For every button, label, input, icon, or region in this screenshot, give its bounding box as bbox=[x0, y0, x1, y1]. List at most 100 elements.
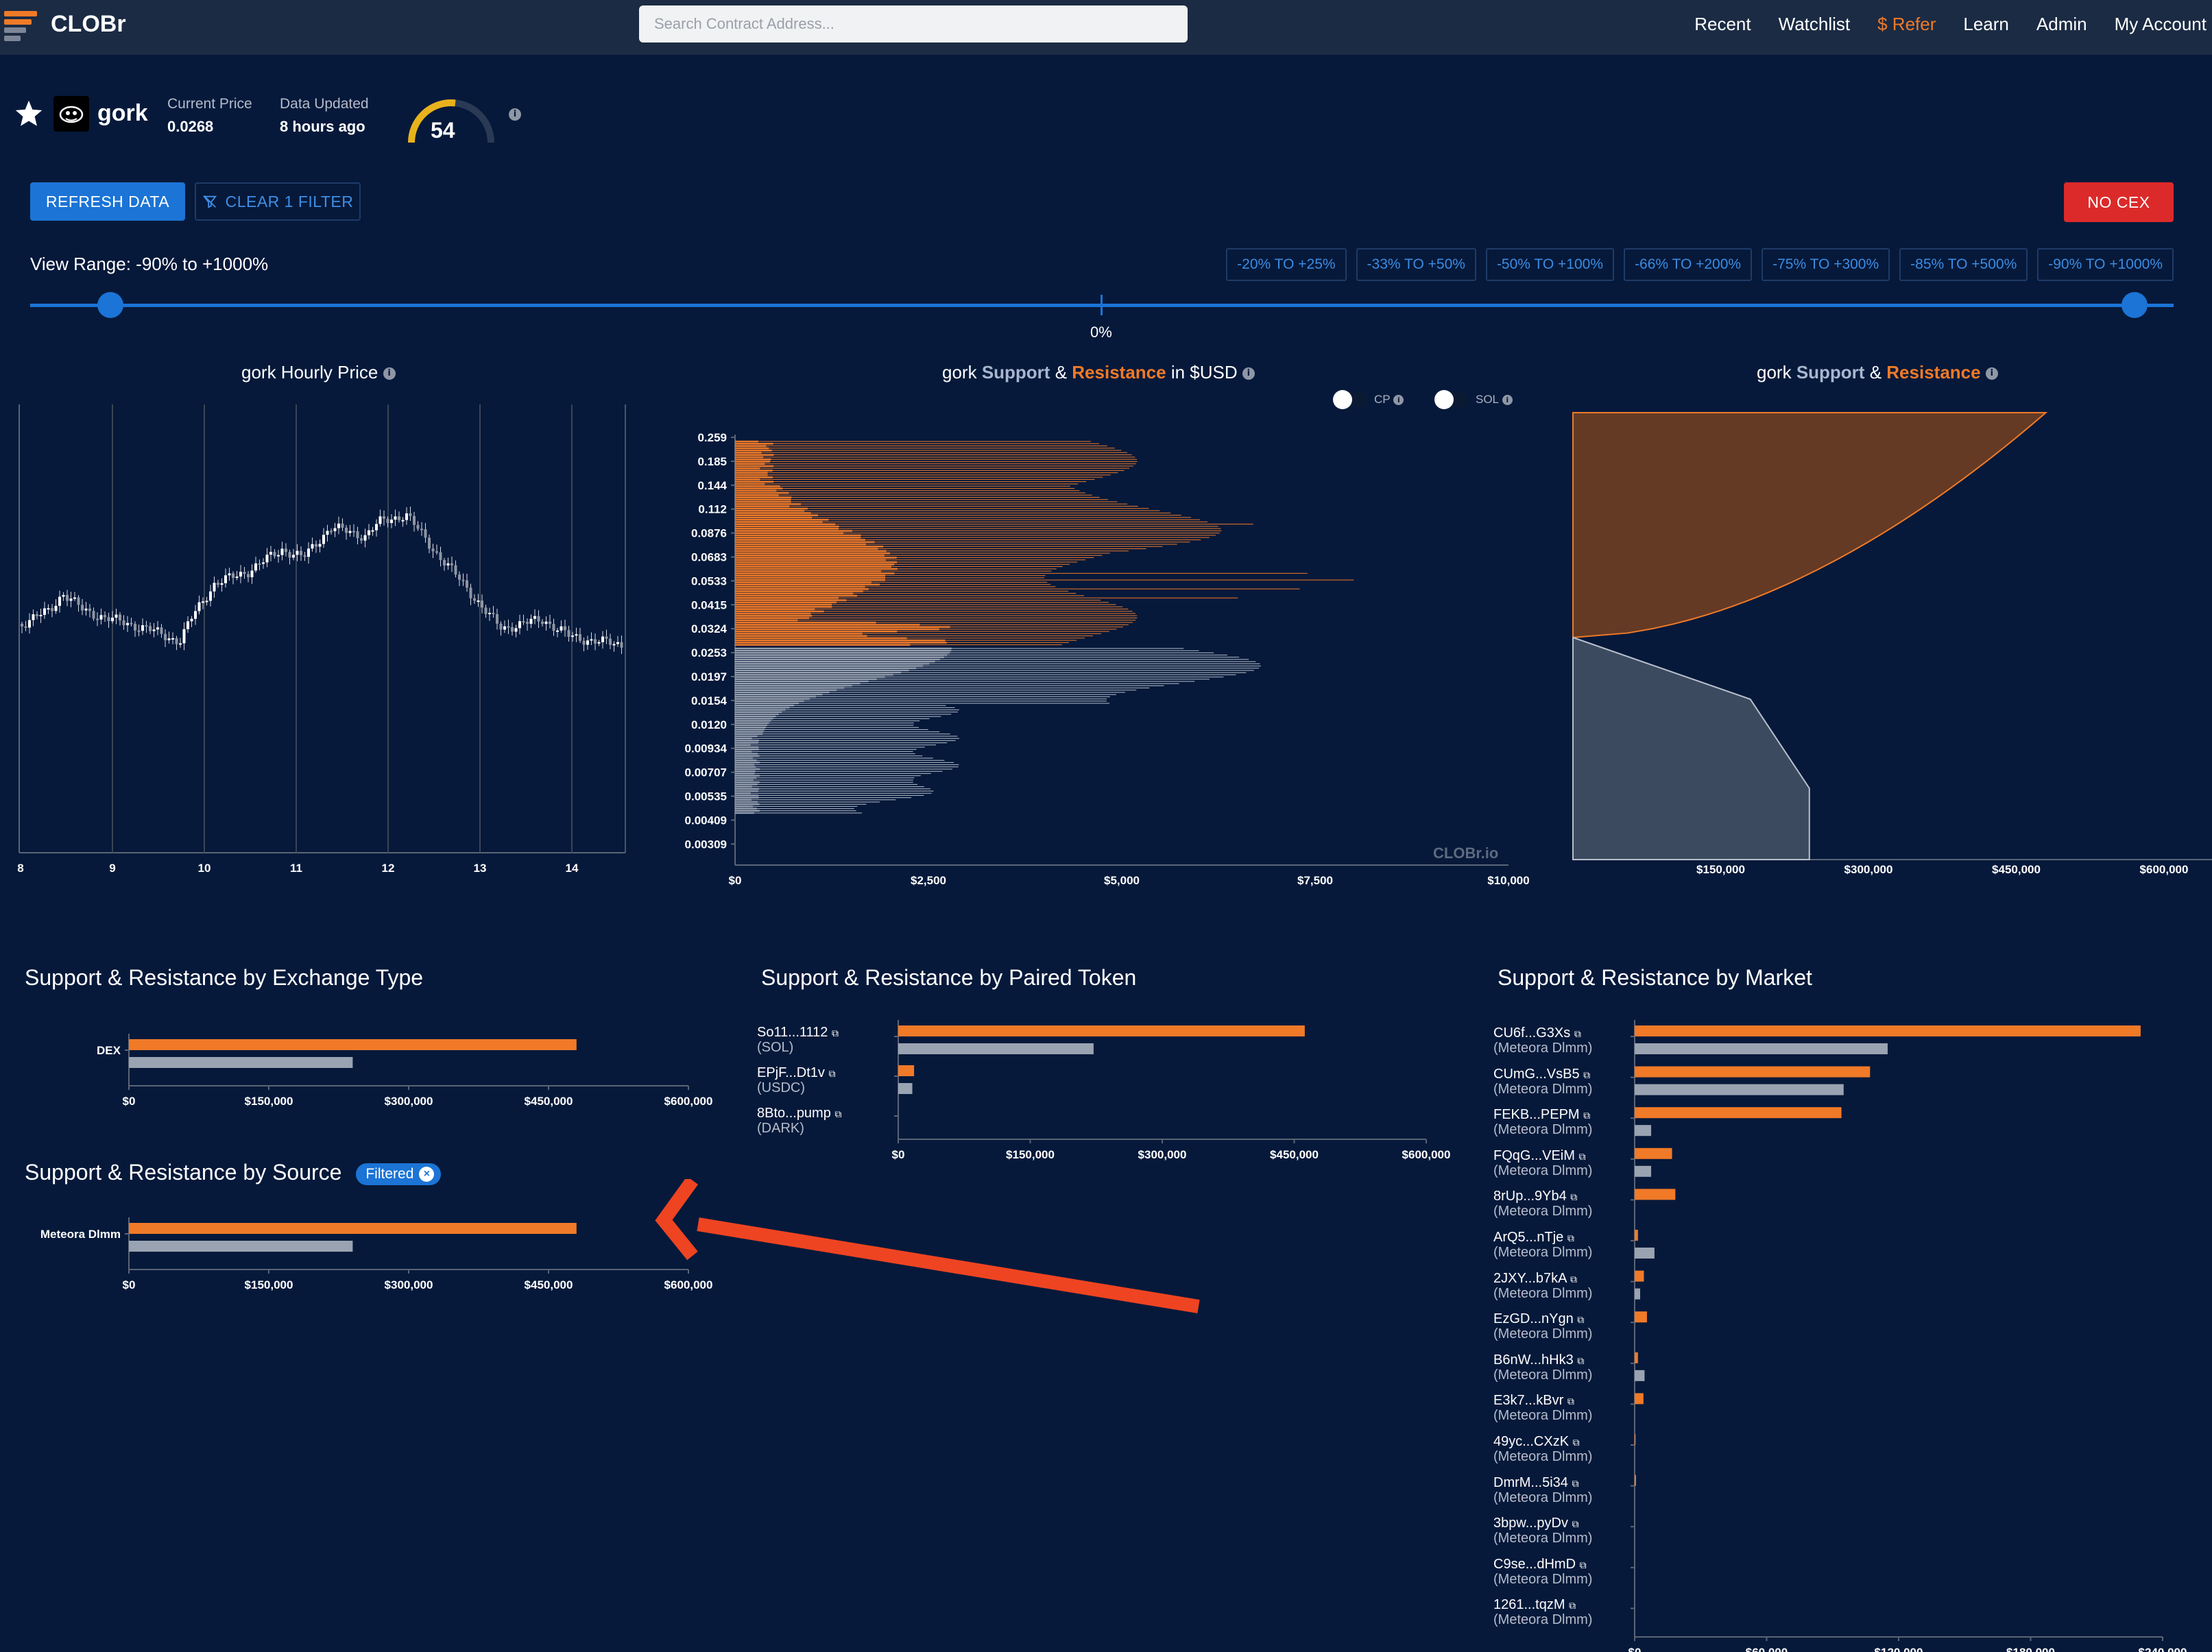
price-candle bbox=[322, 535, 325, 544]
market-label[interactable]: 8rUp...9Yb4 ⧉ (Meteora Dlmm) bbox=[1493, 1189, 1593, 1219]
bar-x-tick: $450,000 bbox=[525, 1095, 573, 1108]
cp-toggle[interactable]: CP i bbox=[1333, 390, 1404, 409]
exchange-type-bar-chart[interactable]: DEX $0 $150,000 $300,000 $450,000 $600,000 bbox=[0, 1015, 727, 1117]
score-info-icon[interactable]: i bbox=[509, 108, 521, 121]
market-label[interactable]: E3k7...kBvr ⧉ (Meteora Dlmm) bbox=[1493, 1393, 1593, 1424]
no-cex-button[interactable]: NO CEX bbox=[2064, 182, 2174, 222]
nav-learn[interactable]: Learn bbox=[1963, 13, 2009, 34]
token-name: gork bbox=[97, 100, 148, 126]
sr-cumulative-chart[interactable]: $150,000 $300,000 $450,000 $600,000 bbox=[1570, 404, 2212, 898]
price-candle bbox=[522, 621, 525, 623]
resistance-fill-bar bbox=[735, 594, 857, 597]
srcum-x-tick: $300,000 bbox=[1844, 863, 1893, 876]
range-preset-50-100[interactable]: -50% TO +100% bbox=[1485, 248, 1615, 281]
nav-watchlist[interactable]: Watchlist bbox=[1778, 13, 1851, 34]
nav-refer[interactable]: $ Refer bbox=[1877, 13, 1936, 34]
bar-x-tick: $180,000 bbox=[2006, 1646, 2055, 1652]
resistance-fill-bar bbox=[735, 498, 791, 501]
sr-usd-info-icon[interactable]: i bbox=[1242, 367, 1255, 380]
price-x-tick: 12 bbox=[382, 862, 395, 875]
market-label[interactable]: FEKB...PEPM ⧉ (Meteora Dlmm) bbox=[1493, 1107, 1593, 1138]
srusd-y-tick: 0.0120 bbox=[691, 718, 727, 731]
market-label[interactable]: EzGD...nYgn ⧉ (Meteora Dlmm) bbox=[1493, 1311, 1593, 1342]
nav-admin[interactable]: Admin bbox=[2036, 13, 2087, 34]
market-label[interactable]: C9se...dHmD ⧉ (Meteora Dlmm) bbox=[1493, 1556, 1593, 1587]
search-input[interactable] bbox=[639, 5, 1188, 42]
sol-toggle[interactable]: SOL i bbox=[1434, 390, 1513, 409]
market-label[interactable]: ArQ5...nTje ⧉ (Meteora Dlmm) bbox=[1493, 1230, 1593, 1260]
paired-token-bar-chart[interactable]: $0 $150,000 $300,000 $450,000 $600,000 bbox=[727, 1015, 1467, 1165]
hourly-price-chart[interactable]: 8 9 10 11 12 13 14 bbox=[0, 398, 645, 891]
range-preset-85-500[interactable]: -85% TO +500% bbox=[1899, 248, 2028, 281]
price-candle bbox=[503, 626, 506, 630]
refresh-data-button[interactable]: REFRESH DATA bbox=[30, 182, 185, 221]
resistance-fill-bar bbox=[735, 576, 886, 579]
bar-x-tick: $450,000 bbox=[1270, 1148, 1319, 1161]
price-candle bbox=[390, 520, 393, 524]
paired-label-sol[interactable]: So11...1112 ⧉ (SOL) bbox=[757, 1025, 839, 1055]
support-fill-bar bbox=[735, 803, 760, 805]
price-candle bbox=[258, 563, 261, 565]
price-candle bbox=[352, 531, 355, 533]
range-preset-33-50[interactable]: -33% TO +50% bbox=[1356, 248, 1476, 281]
market-label[interactable]: CUmG...VsB5 ⧉ (Meteora Dlmm) bbox=[1493, 1066, 1593, 1097]
clobr-logo-icon[interactable] bbox=[4, 10, 37, 41]
price-candle bbox=[51, 608, 53, 611]
resistance-fill-bar bbox=[735, 563, 895, 566]
srcum-x-tick: $600,000 bbox=[2140, 863, 2189, 876]
support-fill-bar bbox=[735, 746, 759, 749]
nav-recent[interactable]: Recent bbox=[1694, 13, 1751, 34]
support-fill-bar bbox=[735, 678, 877, 680]
srcum-x-tick: $450,000 bbox=[1992, 863, 2041, 876]
support-fill-bar bbox=[735, 687, 845, 689]
market-label[interactable]: CU6f...G3Xs ⧉ (Meteora Dlmm) bbox=[1493, 1025, 1593, 1056]
market-label[interactable]: 49yc...CXzK ⧉ (Meteora Dlmm) bbox=[1493, 1434, 1593, 1464]
source-bar-chart[interactable]: Meteora Dlmm $0 $150,000 $300,000 $450,000 $6… bbox=[0, 1200, 727, 1296]
market-label[interactable]: 2JXY...b7kA ⧉ (Meteora Dlmm) bbox=[1493, 1270, 1593, 1301]
price-chart-info-icon[interactable]: i bbox=[383, 367, 396, 380]
support-fill-bar bbox=[735, 797, 759, 799]
range-preset-90-1000[interactable]: -90% TO +1000% bbox=[2037, 248, 2174, 281]
range-slider-min-handle[interactable] bbox=[97, 292, 123, 318]
range-preset-66-200[interactable]: -66% TO +200% bbox=[1624, 248, 1753, 281]
srusd-y-tick: 0.00934 bbox=[685, 742, 728, 755]
remove-filter-icon[interactable]: × bbox=[419, 1166, 435, 1182]
sol-info-icon[interactable]: i bbox=[1502, 394, 1513, 405]
resistance-fill-bar bbox=[735, 525, 839, 528]
market-label[interactable]: 3bpw...pyDv ⧉ (Meteora Dlmm) bbox=[1493, 1516, 1593, 1546]
range-slider-max-handle[interactable] bbox=[2121, 292, 2148, 318]
price-candle bbox=[137, 630, 141, 632]
market-label[interactable]: DmrM...5i34 ⧉ (Meteora Dlmm) bbox=[1493, 1474, 1593, 1505]
range-preset-75-300[interactable]: -75% TO +300% bbox=[1762, 248, 1890, 281]
resistance-fill-bar bbox=[735, 574, 885, 576]
support-fill-bar bbox=[735, 683, 861, 685]
market-label[interactable]: 1261...tqzM ⧉ (Meteora Dlmm) bbox=[1493, 1597, 1593, 1628]
watchlist-star-icon[interactable] bbox=[14, 99, 44, 129]
price-candle bbox=[115, 614, 118, 618]
clear-filter-button[interactable]: CLEAR 1 FILTER bbox=[195, 182, 361, 221]
sr-cum-info-icon[interactable]: i bbox=[1985, 367, 1998, 380]
price-candle bbox=[529, 618, 533, 624]
support-fill-bar bbox=[735, 807, 757, 810]
range-preset-20-25[interactable]: -20% TO +25% bbox=[1226, 248, 1347, 281]
market-label[interactable]: FQqG...VEiM ⧉ (Meteora Dlmm) bbox=[1493, 1147, 1593, 1178]
bar-x-tick: $300,000 bbox=[385, 1095, 433, 1108]
market-label[interactable]: B6nW...hHk3 ⧉ (Meteora Dlmm) bbox=[1493, 1352, 1593, 1383]
market-bar-chart[interactable]: $0 $60,000 $120,000 $180,000 $240,000 bbox=[1570, 1015, 2212, 1652]
support-fill-bar bbox=[735, 700, 804, 702]
filtered-badge[interactable]: Filtered × bbox=[356, 1163, 442, 1185]
resistance-fill-bar bbox=[735, 532, 844, 535]
cp-info-icon[interactable]: i bbox=[1393, 394, 1404, 405]
support-fill-bar bbox=[735, 711, 782, 713]
nav-my-account[interactable]: My Account bbox=[2114, 13, 2207, 34]
price-candle bbox=[481, 600, 483, 608]
brand-name[interactable]: CLOBr bbox=[51, 11, 126, 37]
price-candle bbox=[36, 614, 38, 616]
price-candle bbox=[612, 644, 616, 646]
price-candle bbox=[484, 607, 488, 614]
support-fill-bar bbox=[735, 810, 760, 812]
paired-label-dark[interactable]: 8Bto...pump ⧉ (DARK) bbox=[757, 1106, 842, 1136]
price-candle bbox=[315, 544, 317, 547]
sr-usd-chart[interactable]: 0.259 0.185 0.144 0.112 0.0876 0.0683 0.0533 0.… bbox=[658, 411, 1543, 905]
paired-label-usdc[interactable]: EPjF...Dt1v ⧉ (USDC) bbox=[757, 1065, 836, 1095]
